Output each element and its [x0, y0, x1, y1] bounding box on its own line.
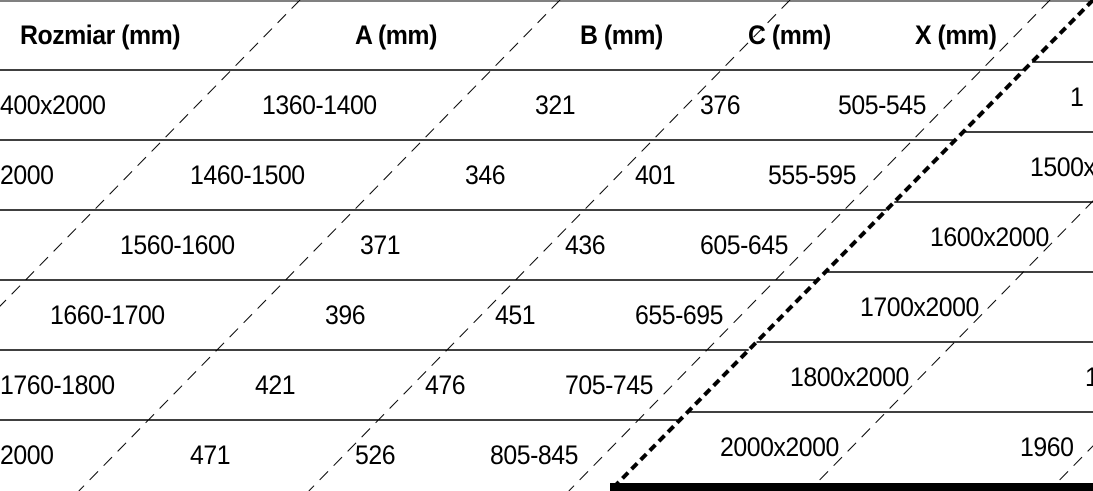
table-cell: 451: [495, 300, 536, 330]
table-cell: 505-545: [838, 90, 926, 120]
header-b: B (mm): [580, 20, 663, 50]
table-cell: 655-695: [635, 300, 723, 330]
table-cell: 1960: [1020, 432, 1074, 462]
table-cell: 401: [635, 160, 676, 190]
table-cell: 1: [1085, 362, 1093, 393]
table-cell: 2000: [0, 160, 54, 190]
table-cell: 376: [700, 90, 741, 120]
column-divider: [1048, 445, 1093, 491]
table-cell: 471: [190, 440, 231, 470]
column-divider: [568, 0, 1051, 491]
column-divider: [808, 200, 1093, 491]
header-c: C (mm): [748, 20, 831, 50]
table-cell: 1460-1500: [190, 160, 305, 190]
table-border-bottom: [610, 483, 1093, 491]
column-divider: [78, 0, 561, 491]
table-cell: 526: [355, 440, 396, 470]
table-cell: 421: [255, 370, 296, 400]
table-cell: 1760-1800: [0, 370, 115, 400]
table-cell: 1500x: [1030, 152, 1093, 182]
table-cell: 1660-1700: [50, 300, 165, 330]
table-cell: 400x2000: [0, 90, 106, 120]
table-cell: 1600x2000: [930, 222, 1049, 252]
diagonal-break-line: [608, 0, 1093, 491]
table-cell: 1700x2000: [860, 292, 979, 322]
table-cell: 705-745: [565, 370, 653, 400]
table-cell: 605-645: [700, 230, 788, 260]
header-x: X (mm): [915, 20, 997, 50]
table-cell: 321: [535, 90, 576, 120]
table-cell: 396: [325, 300, 366, 330]
table-cell: 1560-1600: [120, 230, 235, 260]
table-cell: 1800x2000: [790, 362, 909, 392]
header-size: Rozmiar (mm): [20, 20, 181, 50]
header-a: A (mm): [355, 20, 437, 50]
table-cell: 346: [465, 160, 506, 190]
column-divider: [308, 0, 791, 491]
table-cell: 805-845: [490, 440, 578, 470]
table-cell: 371: [360, 230, 401, 260]
table-cell: 2000: [0, 440, 54, 470]
table-cell: 555-595: [768, 160, 856, 190]
column-divider: [0, 0, 301, 307]
table-cell: 1360-1400: [262, 90, 377, 120]
table-cell: 1: [1070, 82, 1084, 112]
table-cell: 2000x2000: [720, 432, 839, 462]
table-cell: 436: [565, 230, 606, 260]
table-cell: 476: [425, 370, 466, 400]
